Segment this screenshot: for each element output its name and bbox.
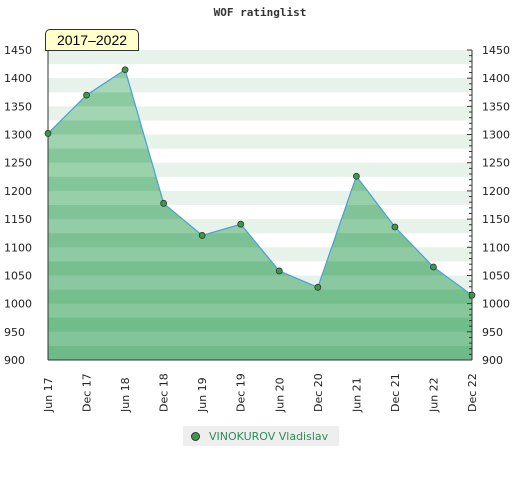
- area-band: [48, 289, 472, 305]
- data-points: [44, 66, 476, 299]
- data-point: [83, 91, 90, 99]
- data-point: [44, 130, 52, 137]
- x-tick-label: Dec 19: [235, 373, 248, 412]
- y-tick-label-right: 1300: [482, 129, 510, 142]
- legend-marker-icon: [191, 431, 200, 441]
- y-tick-label-left: 900: [4, 354, 25, 367]
- y-tick-label-left: 1100: [4, 241, 32, 254]
- y-tick-label-left: 1300: [4, 129, 32, 142]
- background-band: [48, 78, 472, 93]
- x-tick-label: Jun 21: [350, 377, 363, 413]
- background-band: [48, 106, 472, 121]
- x-tick-label: Dec 18: [158, 373, 171, 412]
- data-point: [430, 263, 437, 271]
- data-point: [391, 223, 399, 231]
- y-tick-label-right: 1450: [482, 44, 510, 57]
- x-tick-label: Dec 21: [389, 373, 402, 412]
- x-tick-label: Jun 20: [273, 377, 286, 413]
- tick-labels: 900 900 950 950 1000 1000 1050 1050 1100 1100 1150…: [4, 44, 510, 413]
- period-badge: 2017–2022: [45, 29, 139, 51]
- y-tick-label-right: 1400: [482, 72, 510, 85]
- y-tick-label-left: 1150: [4, 213, 32, 226]
- y-tick-label-left: 1350: [4, 100, 32, 113]
- x-tick-label: Jun 19: [196, 377, 209, 413]
- area-band: [48, 303, 472, 319]
- background-band: [48, 92, 472, 107]
- y-tick-label-right: 1250: [482, 157, 510, 170]
- background-band: [48, 50, 472, 65]
- y-tick-label-left: 1200: [4, 185, 32, 198]
- y-tick-label-left: 1250: [4, 157, 32, 170]
- background-band: [48, 134, 472, 150]
- x-tick-label: Jun 18: [119, 377, 132, 413]
- y-tick-label-left: 1400: [4, 72, 32, 85]
- series-line: [47, 68, 473, 296]
- x-tick-label: Dec 22: [466, 373, 479, 412]
- x-tick-label: Dec 20: [312, 373, 325, 412]
- area-band: [48, 247, 472, 262]
- area-band: [48, 275, 472, 291]
- area-band: [48, 317, 472, 333]
- x-tick-label: Jun 22: [427, 377, 440, 413]
- y-tick-label-right: 1050: [482, 269, 510, 282]
- legend-label: VINOKUROV Vladislav: [209, 429, 329, 443]
- y-tick-label-right: 1150: [482, 213, 510, 226]
- data-point: [121, 66, 129, 74]
- y-tick-label-left: 1000: [4, 298, 32, 311]
- area-band: [48, 261, 472, 276]
- area-band: [48, 345, 472, 361]
- data-point: [314, 283, 322, 291]
- data-point: [198, 232, 206, 239]
- data-point: [237, 220, 245, 228]
- x-tick-label: Dec 17: [81, 373, 94, 412]
- y-tick-label-left: 1450: [4, 44, 32, 57]
- y-tick-label-right: 950: [482, 326, 503, 339]
- y-tick-label-right: 1000: [482, 298, 510, 311]
- y-tick-label-right: 1100: [482, 241, 510, 254]
- background-band: [48, 64, 472, 79]
- data-point: [160, 199, 168, 207]
- y-tick-label-right: 1350: [482, 100, 510, 113]
- area-band: [48, 331, 472, 347]
- data-point: [468, 291, 476, 299]
- y-tick-label-right: 900: [482, 354, 503, 367]
- y-tick-label-left: 1050: [4, 269, 32, 282]
- background-band: [48, 148, 472, 164]
- chart-title: WOF ratinglist: [213, 6, 307, 19]
- y-tick-label-left: 950: [4, 326, 25, 339]
- axes: [47, 49, 473, 361]
- legend[interactable]: VINOKUROV Vladislav: [183, 426, 339, 446]
- data-point: [275, 267, 283, 275]
- background-band: [48, 120, 472, 136]
- y-tick-label-right: 1200: [482, 185, 510, 198]
- data-point: [352, 172, 360, 180]
- x-tick-label: Jun 17: [42, 377, 55, 413]
